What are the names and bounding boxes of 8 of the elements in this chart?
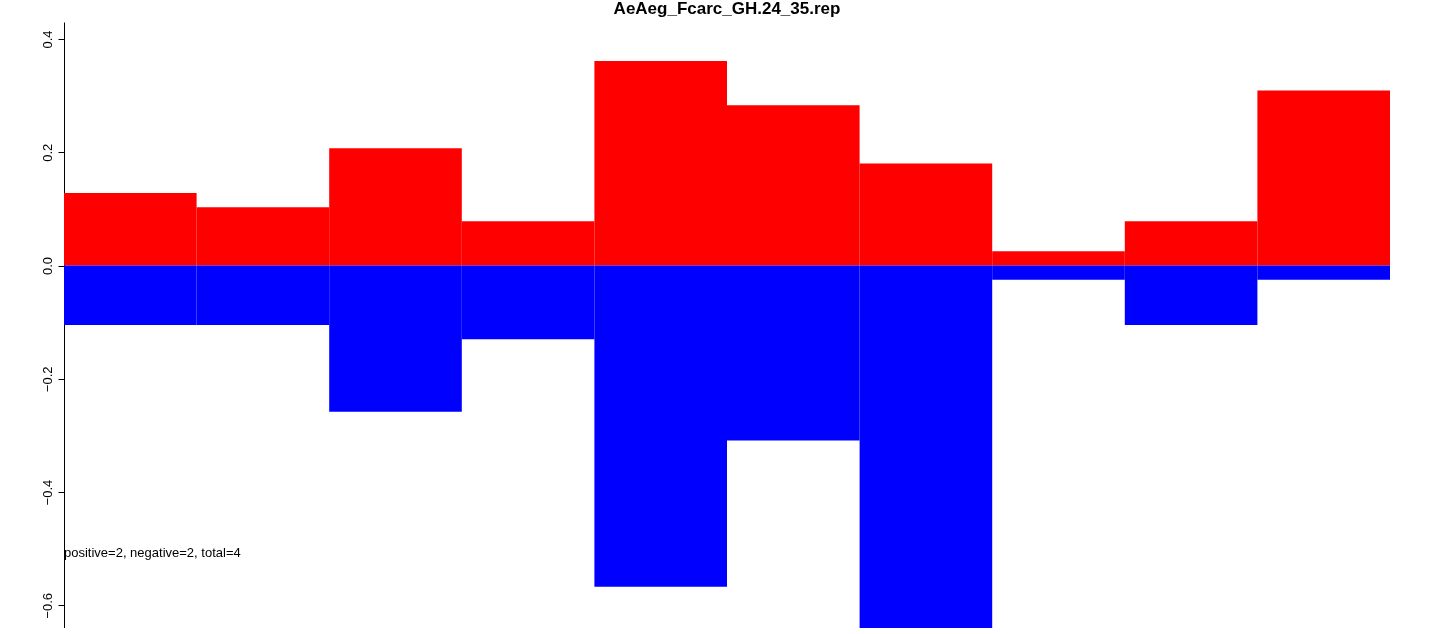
y-tick-label: −0.4: [39, 479, 55, 506]
annotation: positive=2, negative=2, total=4: [64, 545, 241, 560]
y-tick-label: 0.2: [39, 143, 55, 162]
y-tick-label: −0.2: [39, 366, 55, 393]
y-tick-label: 0.0: [39, 256, 55, 276]
chart-title: AeAeg_Fcarc_GH.24_35.rep: [613, 0, 841, 18]
y-tick-label: −0.6: [39, 593, 55, 619]
y-tick-label: 0.4: [39, 30, 55, 49]
